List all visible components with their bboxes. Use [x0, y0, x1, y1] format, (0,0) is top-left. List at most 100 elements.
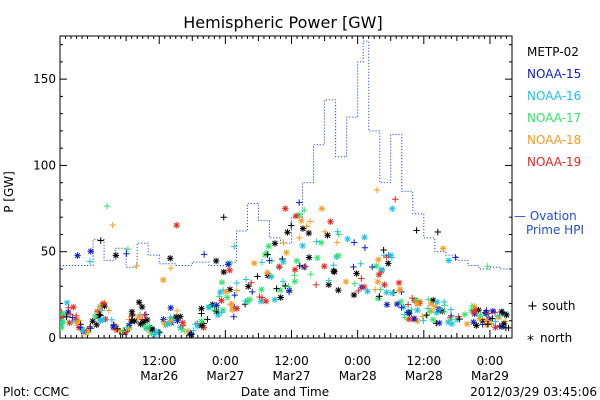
satellite-point	[330, 261, 337, 269]
satellite-point	[110, 321, 117, 329]
satellite-point	[143, 316, 151, 324]
y-tick-label: 150	[33, 72, 56, 86]
satellite-point	[447, 306, 455, 313]
satellite-point	[291, 272, 298, 279]
satellite-point	[291, 266, 299, 273]
satellite-point	[160, 316, 167, 323]
satellite-point	[98, 307, 106, 314]
ovation-legend-line1: — Ovation	[514, 209, 577, 223]
satellite-point	[361, 244, 369, 251]
satellite-point	[313, 238, 320, 245]
satellite-point	[211, 306, 219, 314]
satellite-point	[187, 330, 195, 337]
satellite-point	[358, 275, 365, 282]
satellite-point	[172, 313, 180, 321]
satellite-point	[279, 278, 287, 285]
satellite-point	[276, 263, 283, 270]
satellite-point	[66, 319, 73, 326]
satellite-point	[306, 218, 314, 225]
satellite-point	[468, 302, 476, 310]
x-tick-time: 12:00	[274, 354, 309, 368]
satellite-point	[258, 294, 266, 301]
x-tick-date: Mar27	[273, 369, 311, 383]
satellite-point	[307, 270, 315, 278]
satellite-point	[434, 298, 441, 306]
chart-title: Hemispheric Power [GW]	[183, 13, 382, 32]
satellite-point	[157, 329, 164, 336]
satellite-point	[105, 307, 113, 314]
satellite-point	[502, 324, 510, 332]
satellite-point	[424, 305, 432, 312]
satellite-point	[492, 324, 499, 331]
satellite-point	[128, 308, 136, 315]
satellite-point	[317, 239, 325, 246]
satellite-point	[333, 239, 341, 246]
satellite-point	[225, 261, 232, 268]
satellite-point	[334, 228, 341, 235]
satellite-point	[434, 228, 442, 236]
y-axis: 0 50 100 150	[33, 44, 512, 345]
satellite-point	[233, 305, 241, 312]
satellite-point	[371, 286, 379, 293]
satellite-point	[489, 315, 496, 322]
satellite-point	[411, 315, 418, 323]
legend-entry: NOAA-17	[527, 111, 581, 125]
satellite-point	[484, 321, 492, 328]
satellite-point	[218, 279, 226, 286]
satellite-point	[87, 248, 94, 255]
satellite-point	[392, 196, 399, 203]
satellite-point	[387, 252, 395, 259]
satellite-point	[60, 323, 64, 331]
satellite-point	[292, 212, 300, 220]
satellite-point	[350, 263, 357, 271]
satellite-point	[65, 304, 72, 311]
satellite-point	[484, 263, 491, 270]
satellite-point	[265, 243, 272, 250]
satellite-point	[374, 278, 381, 285]
x-tick-date: Mar28	[405, 369, 443, 383]
satellite-point	[60, 310, 66, 317]
satellite-point	[314, 254, 321, 262]
satellite-point	[299, 225, 307, 232]
satellite-point	[124, 245, 132, 253]
satellite-point	[414, 306, 421, 314]
x-tick-date: Mar28	[339, 369, 377, 383]
x-tick-date: Mar26	[140, 369, 178, 383]
satellite-point	[436, 306, 444, 313]
satellite-point	[485, 310, 492, 317]
satellite-point	[305, 254, 313, 261]
satellite-point	[357, 260, 364, 267]
satellite-point	[439, 245, 447, 252]
satellite-point	[298, 217, 305, 224]
satellite-point	[167, 255, 174, 262]
satellite-point	[378, 266, 386, 273]
satellite-points	[60, 186, 512, 338]
satellite-point	[383, 253, 390, 261]
satellite-point	[296, 234, 303, 242]
satellite-point	[99, 300, 107, 307]
satellite-point	[178, 326, 185, 334]
satellite-point	[396, 286, 404, 293]
satellite-point	[342, 278, 350, 285]
satellite-point	[146, 323, 153, 330]
satellite-point	[288, 222, 295, 229]
satellite-point	[63, 313, 70, 321]
x-tick-time: 12:00	[142, 354, 177, 368]
satellite-point	[393, 300, 401, 308]
satellite-point	[198, 310, 205, 317]
satellite-point	[408, 294, 416, 302]
satellite-point	[218, 309, 225, 316]
satellite-point	[321, 263, 328, 270]
satellite-point	[293, 257, 301, 265]
satellite-point	[375, 256, 382, 263]
satellite-point	[262, 297, 270, 305]
north-marker-label: north	[540, 331, 572, 345]
satellite-point	[369, 263, 376, 271]
north-marker-symbol: *	[527, 333, 534, 349]
satellite-point	[344, 235, 351, 243]
legend-entry: NOAA-16	[527, 89, 581, 103]
satellite-point	[350, 291, 358, 299]
satellite-point	[229, 306, 236, 313]
satellite-point	[470, 318, 477, 326]
